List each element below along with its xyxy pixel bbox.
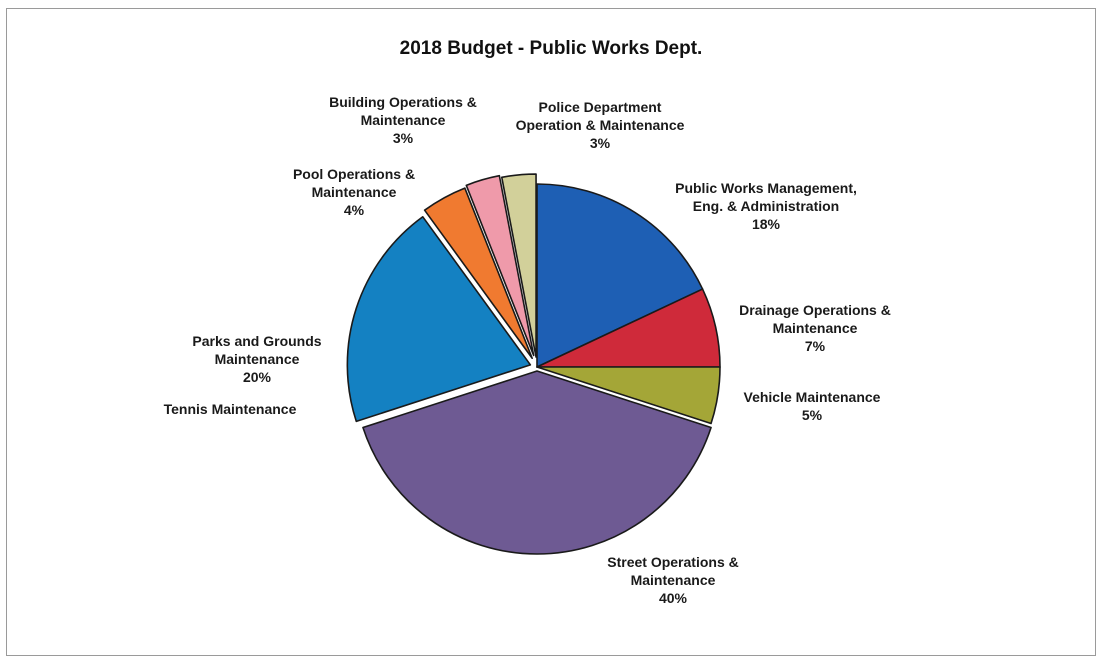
- slice-label: Public Works Management, Eng. & Administr…: [675, 180, 857, 232]
- pie-slice: [465, 174, 535, 357]
- slice-label-line: Parks and Grounds: [192, 333, 321, 349]
- pie-slice: [346, 215, 532, 423]
- slice-label-line: Eng. & Administration: [693, 198, 839, 214]
- pie-slice: [536, 183, 704, 368]
- slice-label: Drainage Operations & Maintenance 7%: [739, 302, 891, 354]
- slice-label-line: 5%: [802, 407, 823, 423]
- slice-label-line: 3%: [393, 130, 414, 146]
- slice-label-line: Maintenance: [631, 572, 716, 588]
- pie-slice: [500, 173, 537, 358]
- chart-title: 2018 Budget - Public Works Dept.: [399, 38, 703, 59]
- slice-label-line: Street Operations &: [607, 554, 738, 570]
- slice-label-line: Tennis Maintenance: [164, 401, 297, 417]
- slice-label: Tennis Maintenance: [164, 401, 297, 417]
- slice-label-line: Maintenance: [773, 320, 858, 336]
- slice-label-line: Maintenance: [215, 351, 300, 367]
- slice-label-line: Public Works Management,: [675, 180, 857, 196]
- slice-label-line: Maintenance: [312, 184, 397, 200]
- slice-label-line: 3%: [590, 135, 611, 151]
- slice-label: Police Department Operation & Maintenance…: [516, 99, 685, 151]
- slice-label-line: Drainage Operations &: [739, 302, 891, 318]
- slice-label: Parks and Grounds Maintenance 20%: [192, 333, 321, 385]
- pie-slice: [423, 187, 533, 360]
- slice-label: Pool Operations & Maintenance 4%: [293, 166, 415, 218]
- slice-label-line: Maintenance: [361, 112, 446, 128]
- slice-label: Street Operations & Maintenance 40%: [607, 554, 738, 606]
- slice-label-line: Operation & Maintenance: [516, 117, 685, 133]
- slice-label-line: 20%: [243, 369, 272, 385]
- slice-label-line: Building Operations &: [329, 94, 477, 110]
- pie-slice: [362, 370, 712, 555]
- slice-label-line: Pool Operations &: [293, 166, 415, 182]
- slice-label-line: 18%: [752, 216, 781, 232]
- pie-slice: [536, 366, 721, 425]
- slice-label-line: 40%: [659, 590, 688, 606]
- slice-label-line: Vehicle Maintenance: [744, 389, 881, 405]
- slice-label-line: Police Department: [539, 99, 662, 115]
- slice-label: Building Operations & Maintenance 3%: [329, 94, 477, 146]
- slice-label-line: 7%: [805, 338, 826, 354]
- slice-label-line: 4%: [344, 202, 365, 218]
- slice-label: Vehicle Maintenance 5%: [744, 389, 881, 423]
